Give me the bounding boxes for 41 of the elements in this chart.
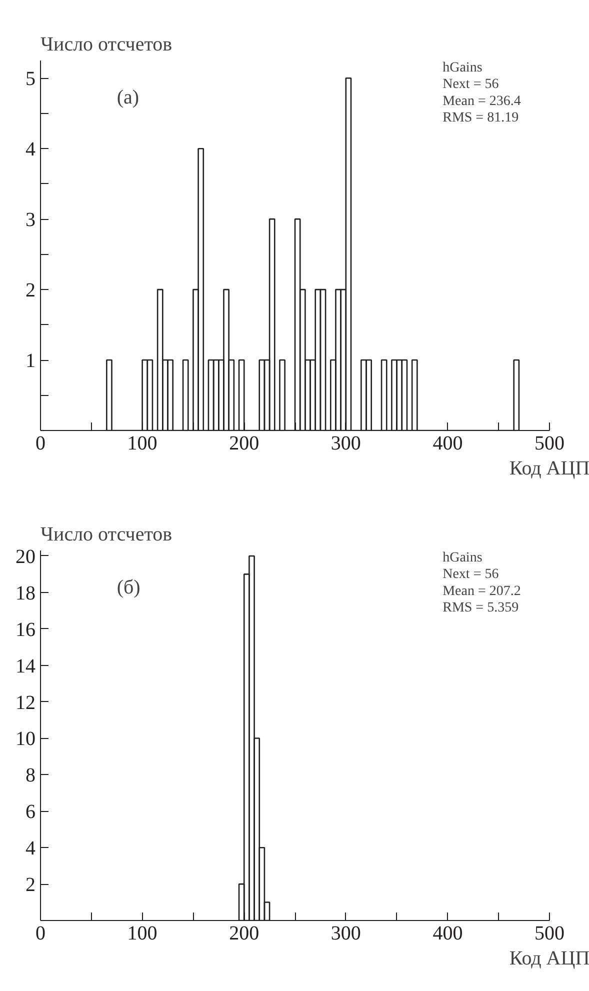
y-tick-label: 2 <box>26 280 36 302</box>
x-tick-label: 500 <box>534 432 564 454</box>
x-tick-label: 300 <box>330 432 361 454</box>
y-tick-label: 6 <box>26 801 36 824</box>
y-tick-label: 14 <box>16 655 36 678</box>
x-axis-title: Код АЦП <box>509 458 589 480</box>
y-axis-title: Число отсчетов <box>40 34 172 56</box>
y-tick-label: 10 <box>16 728 36 750</box>
annotation: hGains <box>442 60 482 76</box>
annotation: Mean = 207.2 <box>442 584 521 599</box>
x-tick-label: 0 <box>36 922 46 944</box>
y-tick-label: 8 <box>26 764 36 787</box>
x-tick-label: 400 <box>432 432 463 454</box>
annotation: Next = 56 <box>442 77 499 92</box>
y-axis-title: Число отсчетов <box>40 524 172 546</box>
y-tick-label: 2 <box>26 874 36 896</box>
annotation: Mean = 236.4 <box>442 94 521 109</box>
x-tick-label: 200 <box>229 432 260 454</box>
annotation: Next = 56 <box>442 567 499 582</box>
y-tick-label: 3 <box>26 209 36 232</box>
annotation: RMS = 81.19 <box>442 110 519 126</box>
x-tick-label: 400 <box>432 922 463 944</box>
annotation: hGains <box>442 550 482 566</box>
x-tick-label: 200 <box>229 922 260 944</box>
annotation: (a) <box>116 86 140 108</box>
x-tick-label: 500 <box>534 922 564 944</box>
y-tick-label: 20 <box>16 546 36 568</box>
y-tick-label: 5 <box>26 68 36 90</box>
x-axis-title: Код АЦП <box>509 948 589 970</box>
y-tick-label: 4 <box>26 838 36 860</box>
y-tick-label: 1 <box>26 350 36 372</box>
y-tick-label: 4 <box>26 138 36 161</box>
y-tick-label: 16 <box>16 618 36 641</box>
x-tick-label: 100 <box>127 922 158 944</box>
y-tick-label: 18 <box>16 582 36 604</box>
y-tick-label: 12 <box>16 692 36 714</box>
x-tick-label: 0 <box>36 432 46 454</box>
annotation: RMS = 5.359 <box>442 600 519 616</box>
annotation: (б) <box>116 576 140 598</box>
x-tick-label: 300 <box>330 922 361 944</box>
x-tick-label: 100 <box>127 432 158 454</box>
